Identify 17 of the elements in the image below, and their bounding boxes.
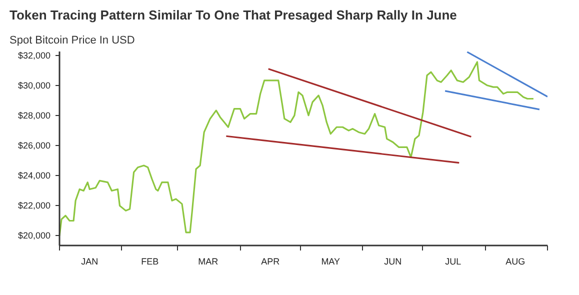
x-tick-label: FEB	[141, 256, 159, 266]
x-tick-label: MAR	[198, 256, 219, 266]
chart-subtitle: Spot Bitcoin Price In USD	[10, 34, 135, 46]
x-tick-label: JAN	[81, 256, 98, 266]
x-tick-label: JUL	[445, 256, 462, 266]
x-tick-label: MAY	[321, 256, 340, 266]
y-tick-label: $28,000	[18, 110, 51, 121]
chart-title: Token Tracing Pattern Similar To One That Presaged Sharp Rally In June	[10, 8, 457, 22]
y-tick-label: $32,000	[18, 50, 51, 61]
x-tick-label: AUG	[506, 256, 526, 266]
y-tick-label: $24,000	[18, 170, 51, 181]
y-tick-label: $22,000	[18, 200, 51, 211]
y-tick-label: $26,000	[18, 140, 51, 151]
y-tick-label: $20,000	[18, 230, 51, 241]
x-tick-label: JUN	[384, 256, 402, 266]
y-tick-label: $30,000	[18, 80, 51, 91]
x-tick-label: APR	[261, 256, 280, 266]
